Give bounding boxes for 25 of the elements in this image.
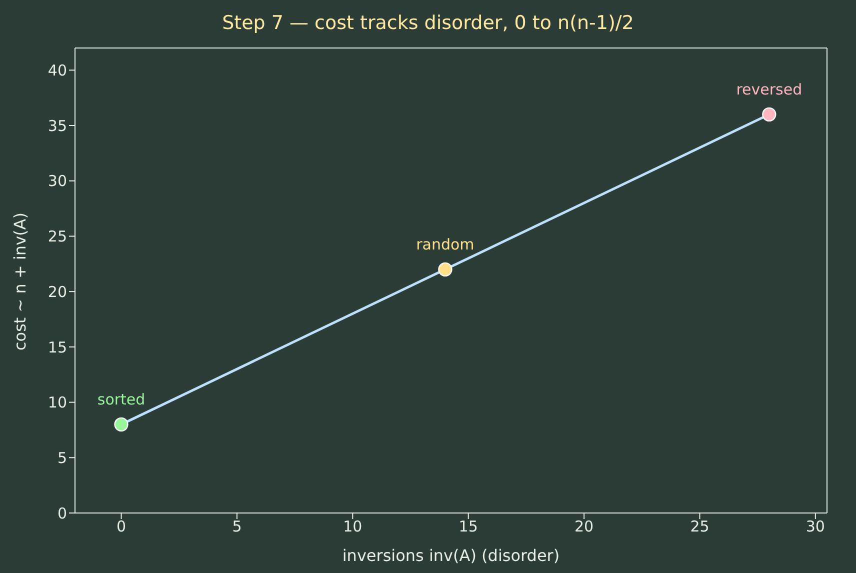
annotation: reversed — [736, 80, 802, 98]
y-tick-label: 5 — [57, 448, 67, 467]
y-tick-label: 0 — [57, 504, 67, 522]
x-axis-title: inversions inv(A) (disorder) — [342, 546, 560, 565]
y-axis-title: cost ~ n + inv(A) — [10, 212, 30, 350]
y-tick-label: 25 — [48, 228, 67, 246]
y-tick-label: 20 — [48, 282, 67, 301]
y-tick-label: 35 — [48, 116, 67, 135]
x-tick-label: 15 — [458, 518, 478, 536]
x-tick-label: 20 — [574, 518, 594, 536]
y-tick-label: 30 — [48, 172, 67, 190]
x-tick-label: 5 — [232, 518, 242, 536]
point — [762, 107, 776, 122]
x-tick-label: 10 — [343, 518, 362, 536]
annotation: random — [416, 235, 474, 254]
point — [438, 262, 452, 277]
x-tick-label: 30 — [806, 518, 825, 536]
x-tick-label: 0 — [116, 518, 126, 536]
y-tick-label: 10 — [48, 394, 67, 412]
y-tick-label: 40 — [48, 61, 67, 80]
x-tick-label: 25 — [690, 518, 710, 536]
annotation: sorted — [97, 390, 146, 408]
chart-title: Step 7 — cost tracks disorder, 0 to n(n-1)/2 — [221, 12, 635, 34]
y-tick-label: 15 — [48, 338, 67, 356]
point — [114, 417, 128, 432]
